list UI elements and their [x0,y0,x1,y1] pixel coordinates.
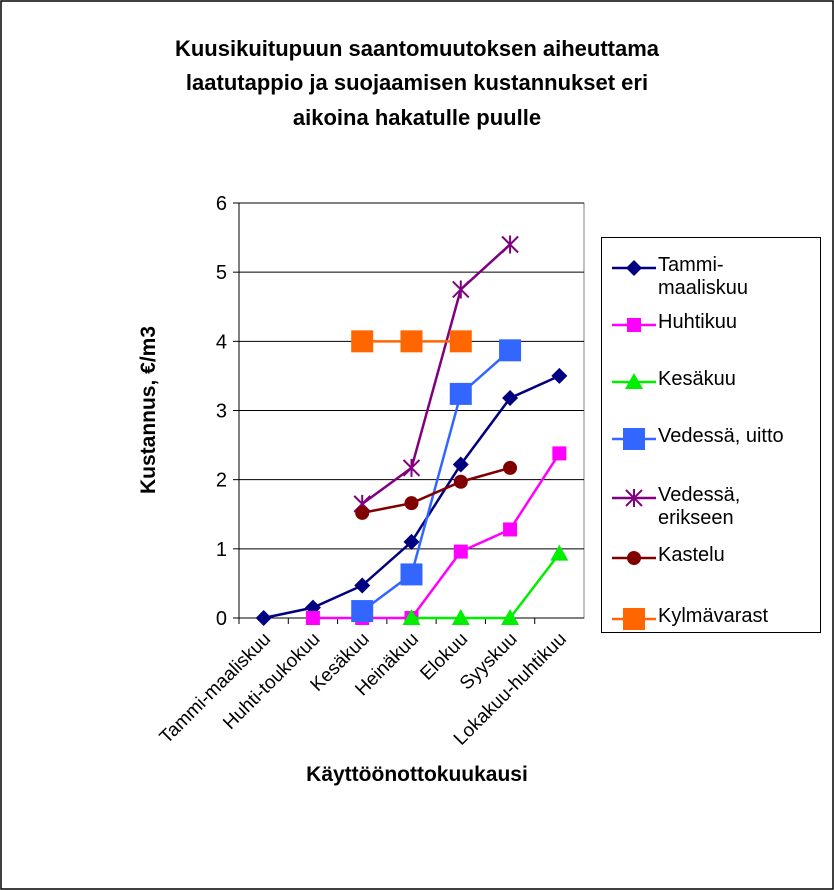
chart-title: Kuusikuitupuun saantomuutoksen aiheuttam… [175,36,660,61]
legend-entry: Kylmävarast [610,605,820,633]
legend-entry: Huhtikuu [610,311,820,339]
marker [623,608,645,630]
marker [403,533,420,550]
legend-symbol [612,260,656,276]
y-tick-label: 0 [216,608,227,630]
marker [499,339,522,362]
marker [627,551,641,565]
legend-label: Tammi-maaliskuu [658,254,749,299]
marker [400,563,423,586]
marker [625,373,643,389]
marker [551,367,568,384]
marker [402,609,421,625]
legend: Tammi-maaliskuu Huhtikuu Kesäkuu Vedessä, u… [601,237,821,633]
marker [550,544,569,561]
legend-symbol [612,318,656,332]
marker [552,446,567,461]
legend-symbol [612,489,656,507]
marker [501,235,519,254]
marker [452,456,469,473]
y-tick-label: 5 [216,262,227,284]
marker [502,390,519,407]
marker [402,458,421,477]
legend-label: Kastelu [658,544,725,566]
y-tick-label: 1 [216,539,227,561]
series-line [411,552,561,620]
legend-entry: Vedessä, erikseen [610,484,820,530]
legend-label: Kylmävarast [658,605,769,627]
marker [503,460,518,475]
marker [351,600,374,623]
legend-label: Vedessä, erikseen [658,484,741,529]
marker [627,318,641,332]
marker [623,428,645,450]
series-line [361,466,511,515]
y-tick-label: 3 [216,401,227,423]
marker [452,280,470,299]
legend-symbol [612,551,656,565]
marker [501,609,520,625]
y-tick-label: 6 [216,193,227,215]
series-line [361,349,511,613]
marker [625,489,643,507]
marker [305,611,320,625]
legend-symbol [612,428,656,450]
legend-symbol [612,373,656,389]
legend-entry: Kesäkuu [610,368,820,396]
marker [400,330,423,353]
marker [626,260,642,276]
y-axis-label: Kustannus, €/m3 [137,326,160,494]
marker [255,610,272,626]
marker [453,474,468,489]
legend-entry: Kastelu [610,544,820,572]
marker [351,330,374,353]
legend-entry: Tammi-maaliskuu [610,254,820,300]
marker [404,496,419,511]
y-tick-label: 2 [216,470,227,492]
legend-label: Kesäkuu [658,368,736,390]
marker [354,577,371,594]
legend-symbol [612,608,656,630]
marker [449,382,472,405]
marker [355,505,370,520]
legend-entry: Vedessä, uitto [610,425,820,453]
legend-label: Huhtikuu [658,311,737,333]
marker [451,609,470,625]
legend-label: Vedessä, uitto [658,425,784,447]
series-line [361,243,511,505]
y-tick-label: 4 [216,331,227,353]
marker [449,330,472,353]
x-axis-label: Käyttöönottokuukausi [306,763,528,786]
chart-title: laatutappio ja suojaamisen kustannukset … [186,70,648,95]
chart-title: aikoina hakatulle puulle [293,105,541,130]
marker [453,544,468,559]
marker [503,522,518,537]
